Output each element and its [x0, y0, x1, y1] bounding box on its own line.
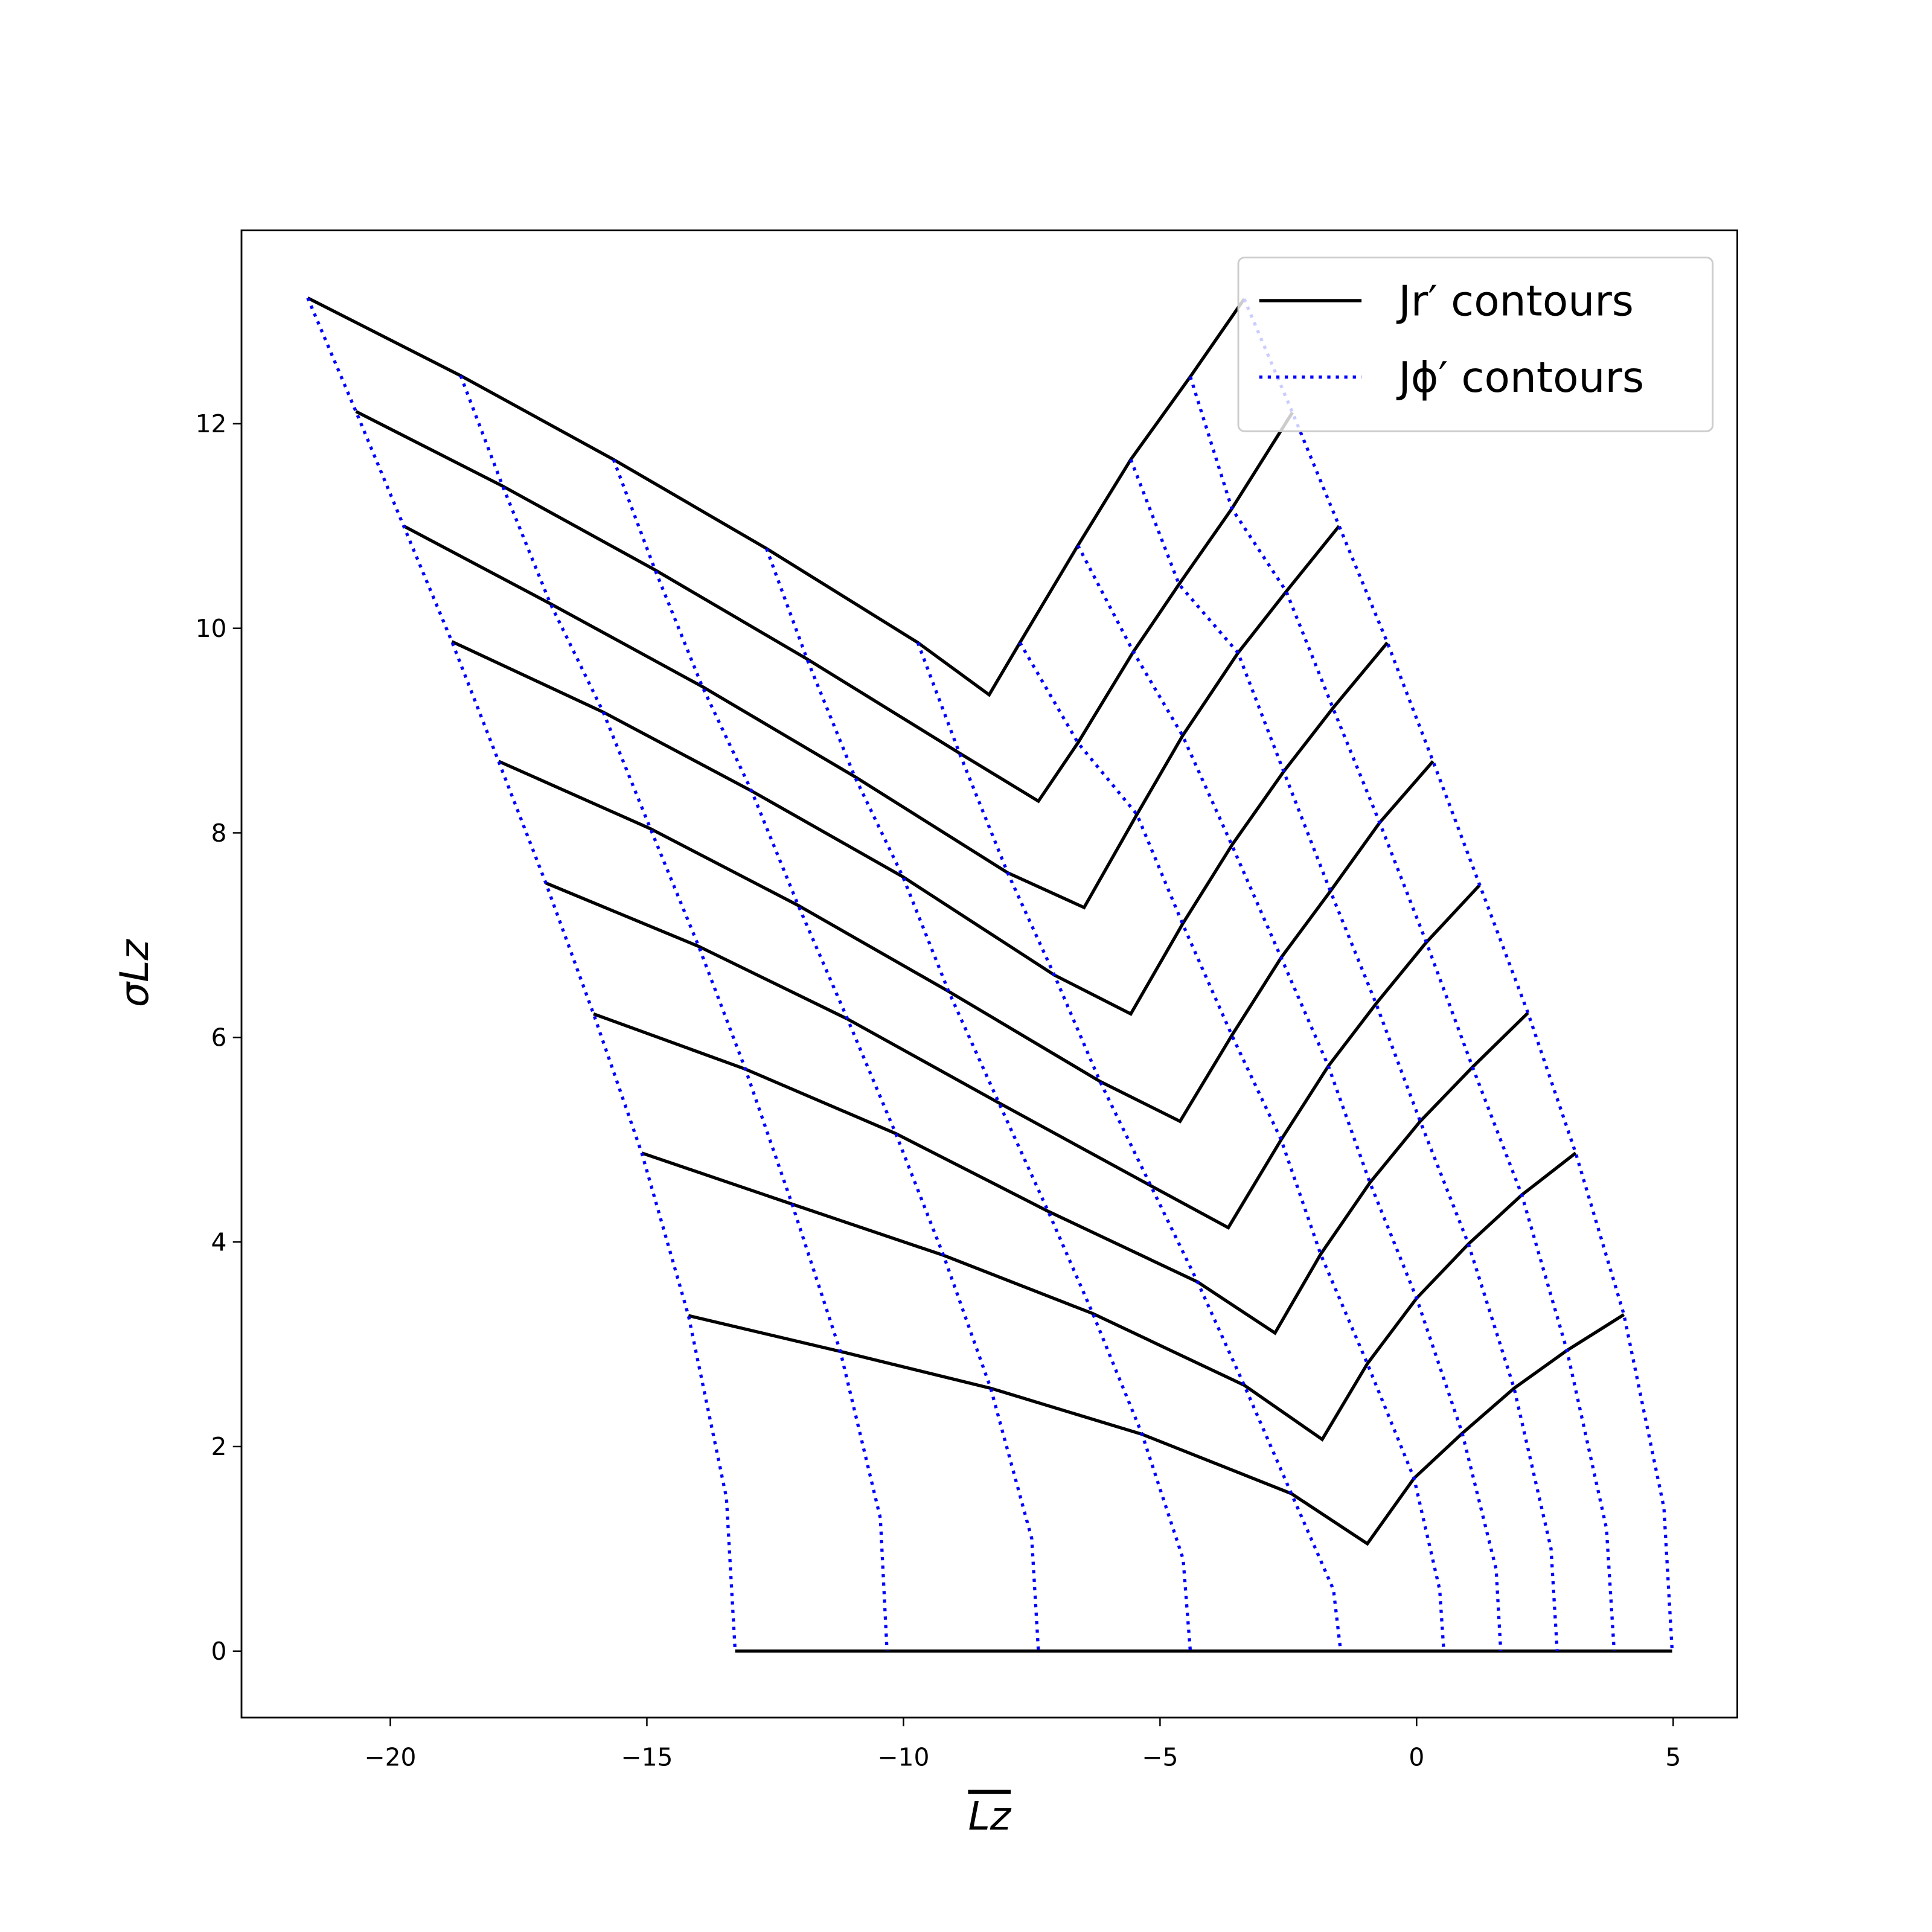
y-tick-label: 0 — [211, 1637, 227, 1666]
dotted-contour — [306, 297, 737, 1651]
contour-line — [641, 1151, 1577, 1442]
x-tick-label: −15 — [621, 1742, 673, 1771]
y-tick-label: 10 — [196, 614, 227, 643]
contour-line — [307, 296, 1246, 697]
dotted-contour — [1129, 459, 1559, 1651]
x-tick-label: −10 — [877, 1742, 929, 1771]
x-tick-label: −5 — [1142, 1742, 1178, 1771]
contour-line — [403, 524, 1341, 910]
y-tick-label: 8 — [211, 819, 227, 848]
y-tick-label: 4 — [211, 1227, 227, 1256]
x-tick-label: −20 — [364, 1742, 416, 1771]
y-axis-label: σLz — [112, 939, 158, 1008]
contour-line — [451, 640, 1389, 1016]
contour-line — [545, 881, 1481, 1230]
dotted-contour — [916, 642, 1343, 1652]
dotted-contour — [1243, 298, 1674, 1651]
contour-line — [497, 760, 1435, 1124]
dotted-contour — [764, 548, 1192, 1651]
contour-line — [593, 1011, 1529, 1335]
contour-line — [355, 410, 1294, 804]
dotted-contour — [1189, 376, 1616, 1651]
legend-label: Jr′ contours — [1396, 277, 1634, 325]
dotted-contour — [1076, 545, 1503, 1651]
x-axis-label: Lz — [968, 1794, 1011, 1840]
plot-frame — [240, 229, 1738, 1719]
contour-line — [688, 1313, 1625, 1546]
y-tick-label: 6 — [211, 1023, 227, 1052]
x-tick-label: 0 — [1409, 1742, 1424, 1771]
legend-label: Jϕ′ contours — [1396, 354, 1644, 402]
legend: Jr′ contours Jϕ′ contours — [1237, 257, 1714, 432]
y-tick-label: 12 — [196, 409, 227, 438]
dotted-contour — [612, 459, 1040, 1651]
x-tick-label: 5 — [1665, 1742, 1681, 1771]
y-tick-label: 2 — [211, 1432, 227, 1461]
